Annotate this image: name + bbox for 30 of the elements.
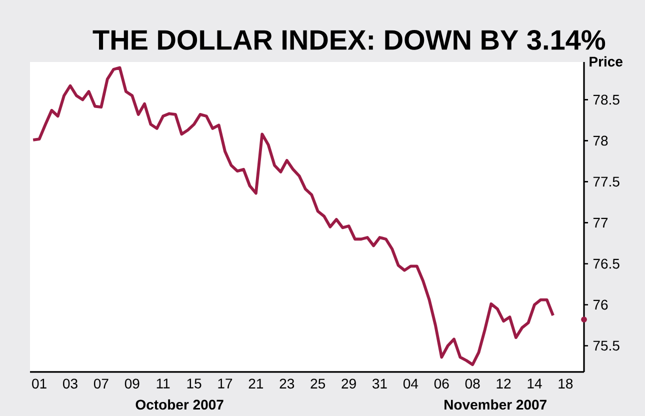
x-tick-label: 08 (465, 378, 480, 389)
x-tick-label: 31 (372, 378, 387, 389)
y-tick-label: 78 (593, 136, 608, 146)
x-tick-label: 17 (218, 378, 232, 388)
x-tick-label: 23 (280, 378, 294, 389)
y-tick-label: 77 (593, 218, 608, 228)
y-tick-label: 76 (593, 300, 608, 310)
x-tick-label: 06 (434, 378, 449, 389)
x-tick-label: 11 (156, 378, 170, 388)
x-tick-label: 12 (496, 378, 511, 388)
x-tick-label: 03 (63, 378, 78, 389)
x-tick-label: 15 (187, 378, 202, 388)
x-tick-label: 09 (124, 378, 140, 389)
x-tick-label: 21 (248, 378, 264, 388)
chart-title: THE DOLLAR INDEX: DOWN BY 3.14% (92, 30, 606, 50)
text: October 2007 (136, 399, 224, 410)
y-tick-label: 75.5 (593, 340, 620, 351)
x-tick-label: 25 (310, 378, 326, 389)
y-tick-label: 76.5 (593, 258, 620, 269)
y-tick-label: 78.5 (593, 94, 620, 105)
text: November 2007 (444, 399, 546, 410)
x-tick-label: 14 (528, 378, 542, 388)
x-tick-label: 01 (32, 378, 46, 389)
x-tick-label: 29 (342, 378, 356, 389)
y-axis-title: Price (590, 56, 622, 67)
x-tick-label: 04 (403, 378, 418, 389)
x-tick-label: 18 (558, 378, 573, 389)
line-series (32, 66, 555, 366)
y-tick-label: 77.5 (593, 176, 620, 187)
x-tick-label: 07 (94, 378, 108, 389)
